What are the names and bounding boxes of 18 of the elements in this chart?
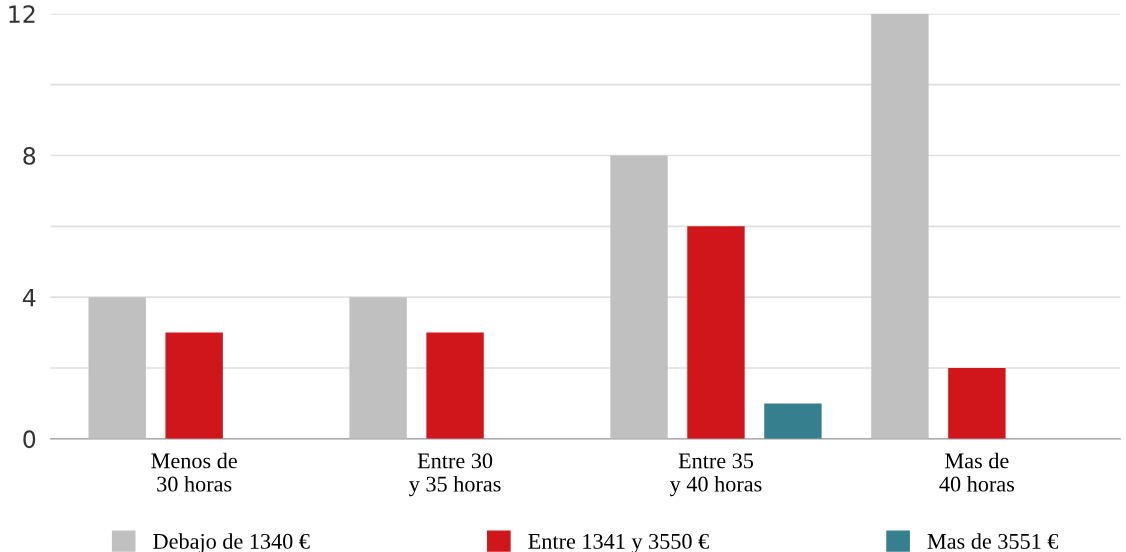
- y-tick-label: 0: [23, 430, 36, 449]
- bar: [165, 332, 223, 439]
- bar: [871, 13, 929, 439]
- x-tick-label: Menos de 30 horas: [151, 452, 237, 492]
- y-tick-label: 12: [9, 5, 35, 23]
- bar: [88, 297, 146, 439]
- x-tick-label: Mas de 40 horas: [939, 452, 1015, 492]
- legend-label: Mas de 3551 €: [927, 533, 1059, 549]
- bar: [610, 155, 668, 439]
- y-tick-label: 4: [22, 288, 36, 307]
- bar: [948, 368, 1006, 439]
- bar: [426, 332, 484, 439]
- x-tick-label: Entre 30 y 35 horas: [409, 453, 501, 497]
- x-tick-label: Entre 35 y 40 horas: [669, 453, 762, 497]
- bar: [764, 403, 822, 439]
- bar: [349, 297, 407, 439]
- y-tick-label: 8: [23, 146, 36, 165]
- bar: [687, 226, 745, 439]
